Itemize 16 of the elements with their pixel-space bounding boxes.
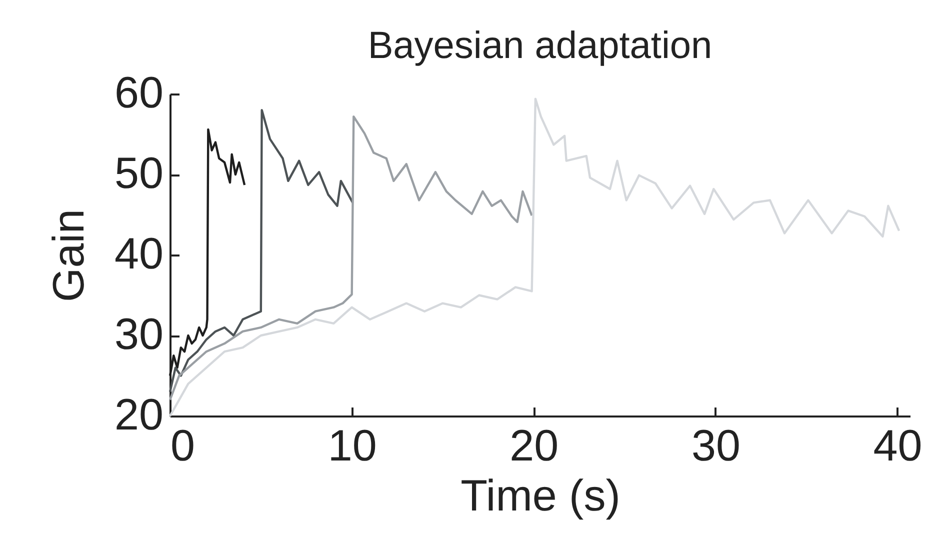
x-tick-label: 10 — [328, 422, 377, 470]
x-axis-title: Time (s) — [460, 472, 620, 520]
line-series — [168, 115, 533, 401]
y-tick-label: 30 — [114, 310, 164, 359]
chart-title: Bayesian adaptation — [368, 25, 712, 67]
line-series — [168, 109, 354, 393]
x-tick-label: 40 — [873, 422, 922, 470]
y-tick-label: 50 — [114, 149, 164, 198]
x-tick-label: 0 — [170, 422, 195, 470]
y-axis-title: Gain — [44, 209, 94, 302]
y-tick-label: 20 — [114, 390, 164, 440]
y-tick-label: 60 — [114, 68, 164, 118]
x-tick-label: 30 — [691, 422, 740, 470]
y-tick-label: 40 — [114, 230, 164, 278]
line-series — [168, 98, 900, 418]
x-tick-label: 20 — [510, 422, 559, 470]
